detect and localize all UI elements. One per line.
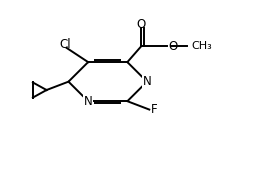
Text: F: F [151, 103, 158, 116]
Text: N: N [84, 95, 92, 108]
Text: N: N [143, 75, 151, 88]
Text: O: O [168, 40, 177, 53]
Text: CH₃: CH₃ [191, 41, 212, 51]
Text: O: O [137, 18, 146, 31]
Text: Cl: Cl [60, 38, 71, 51]
